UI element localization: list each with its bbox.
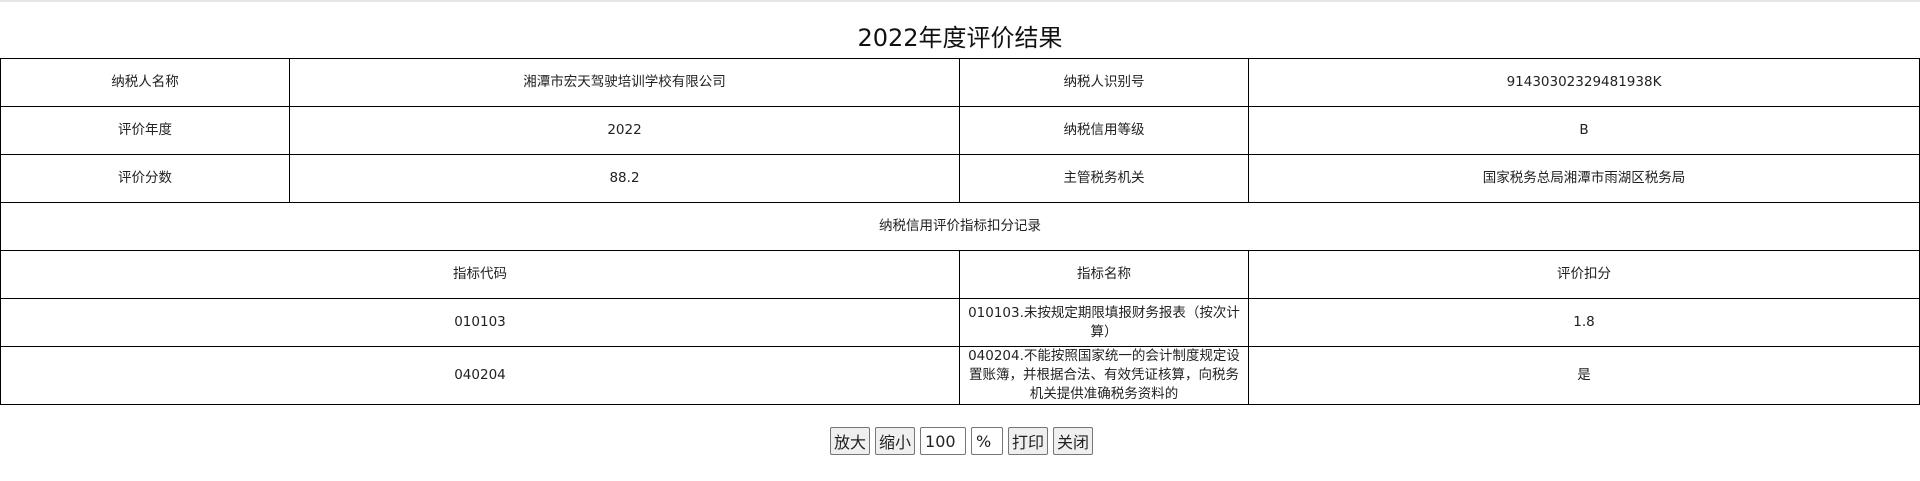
- record-deduction: 是: [1248, 346, 1920, 405]
- record-name: 010103.未按规定期限填报财务报表（按次计算）: [959, 298, 1249, 347]
- percent-field: %: [971, 427, 1004, 455]
- value-taxpayer-name: 湘潭市宏天驾驶培训学校有限公司: [289, 58, 960, 107]
- col-header-name: 指标名称: [959, 250, 1249, 299]
- record-name: 040204.不能按照国家统一的会计制度规定设置账簿，并根据合法、有效凭证核算，…: [959, 346, 1249, 405]
- record-deduction: 1.8: [1248, 298, 1920, 347]
- zoom-out-button[interactable]: 缩小: [875, 427, 916, 455]
- col-header-code: 指标代码: [0, 250, 960, 299]
- value-credit-level: B: [1248, 106, 1920, 155]
- table-row: 040204 040204.不能按照国家统一的会计制度规定设置账簿，并根据合法、…: [0, 346, 1920, 405]
- value-eval-year: 2022: [289, 106, 960, 155]
- zoom-in-button[interactable]: 放大: [830, 427, 871, 455]
- table-row: 010103 010103.未按规定期限填报财务报表（按次计算） 1.8: [0, 298, 1920, 347]
- label-credit-level: 纳税信用等级: [959, 106, 1249, 155]
- close-button[interactable]: 关闭: [1053, 427, 1094, 455]
- label-tax-authority: 主管税务机关: [959, 154, 1249, 203]
- label-taxpayer-id: 纳税人识别号: [959, 58, 1249, 107]
- section-title: 纳税信用评价指标扣分记录: [0, 202, 1920, 251]
- section-row: 纳税信用评价指标扣分记录: [0, 202, 1920, 251]
- info-row: 评价年度 2022 纳税信用等级 B: [0, 106, 1920, 155]
- page-title: 2022年度评价结果: [857, 24, 1063, 52]
- label-eval-year: 评价年度: [0, 106, 290, 155]
- label-taxpayer-name: 纳税人名称: [0, 58, 290, 107]
- value-tax-authority: 国家税务总局湘潭市雨湖区税务局: [1248, 154, 1920, 203]
- info-row: 评价分数 88.2 主管税务机关 国家税务总局湘潭市雨湖区税务局: [0, 154, 1920, 203]
- info-row: 纳税人名称 湘潭市宏天驾驶培训学校有限公司 纳税人识别号 91430302329…: [0, 58, 1920, 107]
- print-button[interactable]: 打印: [1008, 427, 1049, 455]
- zoom-input[interactable]: [920, 427, 967, 455]
- record-code: 040204: [0, 346, 960, 405]
- header-row: 指标代码 指标名称 评价扣分: [0, 250, 1920, 299]
- label-eval-score: 评价分数: [0, 154, 290, 203]
- record-code: 010103: [0, 298, 960, 347]
- value-eval-score: 88.2: [289, 154, 960, 203]
- value-taxpayer-id: 91430302329481938K: [1248, 58, 1920, 107]
- controls-bar: 放大 缩小 % 打印 关闭: [830, 427, 1094, 455]
- col-header-deduction: 评价扣分: [1248, 250, 1920, 299]
- evaluation-table: 纳税人名称 湘潭市宏天驾驶培训学校有限公司 纳税人识别号 91430302329…: [0, 58, 1920, 405]
